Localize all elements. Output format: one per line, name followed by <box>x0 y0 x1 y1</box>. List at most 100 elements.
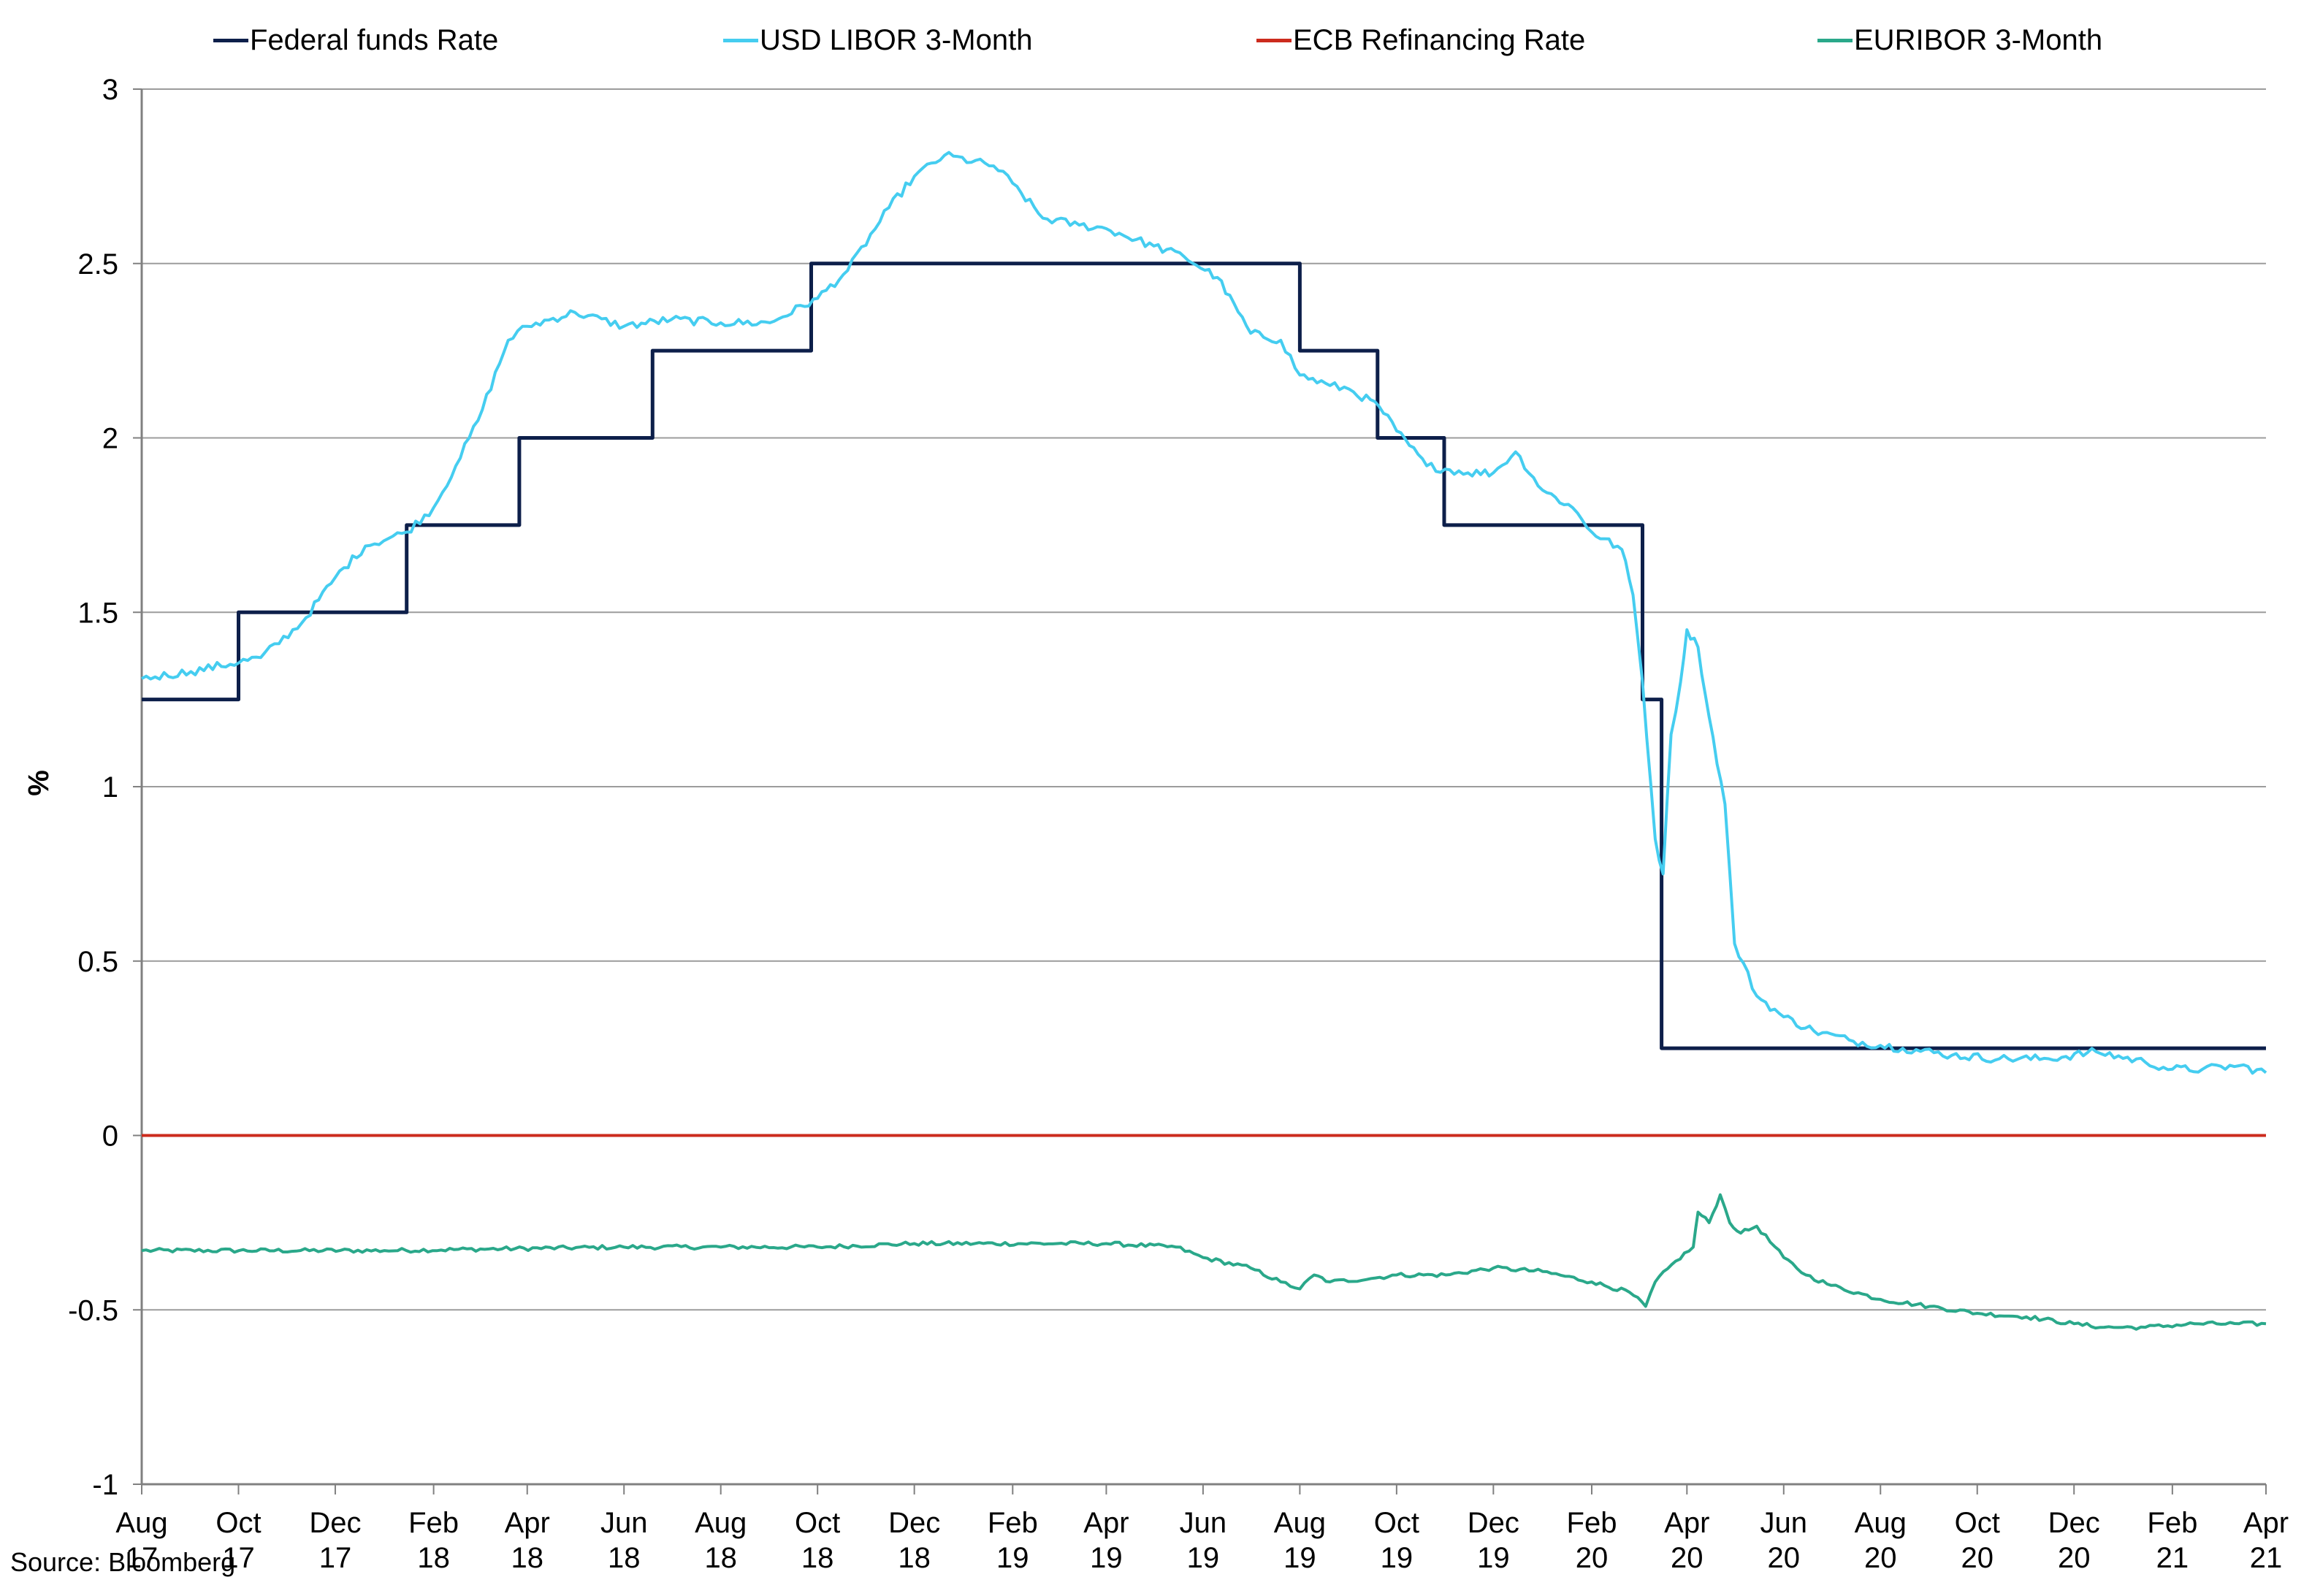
y-tick-label: 0 <box>102 1120 118 1153</box>
x-tick-year: 20 <box>1864 1542 1897 1574</box>
x-tick-year: 19 <box>1090 1542 1123 1574</box>
x-tick-year: 19 <box>1381 1542 1413 1574</box>
x-tick-label: Feb 19 <box>988 1507 1038 1574</box>
y-tick-label: 3 <box>102 74 118 106</box>
x-tick-label: Oct 18 <box>795 1507 840 1574</box>
x-tick-label: Feb 21 <box>2147 1507 2197 1574</box>
legend-swatch-usd-libor <box>723 38 758 42</box>
gridlines <box>142 88 2266 1485</box>
x-tick-year: 19 <box>996 1542 1029 1574</box>
x-tick-month: Oct <box>215 1507 261 1539</box>
x-tick-month: Oct <box>795 1507 840 1539</box>
x-tick-month: Oct <box>1955 1507 2000 1539</box>
x-tick-month: Aug <box>1855 1507 1907 1539</box>
x-tick-year: 21 <box>2156 1542 2189 1574</box>
x-tick-year: 17 <box>222 1542 255 1574</box>
y-tick-label: 0.5 <box>77 946 118 978</box>
x-tick-year: 20 <box>1671 1542 1704 1574</box>
x-tick-year: 18 <box>417 1542 450 1574</box>
x-tick-month: Jun <box>1180 1507 1227 1539</box>
x-tick-label: Aug 18 <box>695 1507 747 1574</box>
legend-item-usd-libor: USD LIBOR 3-Month <box>723 22 1032 58</box>
series-lines <box>141 150 2267 1331</box>
chart-legend: Federal funds Rate USD LIBOR 3-Month ECB… <box>0 22 2312 58</box>
y-tick-label: 1 <box>102 771 118 803</box>
x-tick-year: 17 <box>319 1542 352 1574</box>
x-tick-year: 19 <box>1283 1542 1316 1574</box>
legend-swatch-fed-funds <box>213 38 248 42</box>
x-tick-label: Apr 18 <box>505 1507 550 1574</box>
y-tick-label: -0.5 <box>68 1294 118 1326</box>
x-tick-month: Feb <box>988 1507 1038 1539</box>
x-tick-month: Apr <box>1664 1507 1709 1539</box>
x-tick-month: Dec <box>1468 1507 1519 1539</box>
x-tick-label: Jun 19 <box>1180 1507 1227 1574</box>
y-tick-label: 2.5 <box>77 248 118 280</box>
y-tick-label: 1.5 <box>77 597 118 629</box>
series-line-euribor <box>141 1193 2267 1331</box>
x-tick-month: Apr <box>1083 1507 1129 1539</box>
x-tick-month: Aug <box>115 1507 167 1539</box>
x-tick-label: Feb 18 <box>408 1507 459 1574</box>
x-tick-month: Oct <box>1374 1507 1419 1539</box>
x-tick-year: 19 <box>1477 1542 1510 1574</box>
y-tick-label: -1 <box>92 1469 118 1501</box>
legend-swatch-euribor <box>1817 38 1853 42</box>
x-tick-month: Feb <box>1567 1507 1617 1539</box>
x-tick-label: Oct 19 <box>1374 1507 1419 1574</box>
x-tick-month: Apr <box>505 1507 550 1539</box>
legend-swatch-ecb-refi <box>1256 38 1292 42</box>
x-tick-label: Aug 20 <box>1855 1507 1907 1574</box>
x-tick-month: Jun <box>1760 1507 1808 1539</box>
x-tick-month: Feb <box>408 1507 459 1539</box>
x-tick-label: Dec 17 <box>309 1507 361 1574</box>
x-tick-year: 19 <box>1187 1542 1220 1574</box>
x-tick-month: Dec <box>2048 1507 2100 1539</box>
x-tick-year: 18 <box>898 1542 931 1574</box>
legend-label-fed-funds: Federal funds Rate <box>250 23 499 56</box>
x-tick-year: 20 <box>1576 1542 1609 1574</box>
x-tick-label: Oct 17 <box>215 1507 261 1574</box>
axes <box>133 88 2267 1494</box>
source-note: Source: Bloomberg <box>10 1547 236 1577</box>
x-tick-year: 20 <box>1961 1542 1994 1574</box>
legend-item-euribor: EURIBOR 3-Month <box>1817 22 2102 58</box>
series-line-usd-libor <box>141 150 2267 1075</box>
series-line-fed-funds <box>142 261 2266 1050</box>
x-tick-month: Aug <box>695 1507 747 1539</box>
x-tick-month: Apr <box>2243 1507 2289 1539</box>
x-tick-year: 21 <box>2250 1542 2283 1574</box>
x-tick-month: Dec <box>309 1507 361 1539</box>
legend-label-ecb-refi: ECB Refinancing Rate <box>1293 23 1586 56</box>
x-tick-label: Apr 20 <box>1664 1507 1709 1574</box>
legend-item-fed-funds: Federal funds Rate <box>213 22 498 58</box>
x-tick-label: Dec 18 <box>888 1507 940 1574</box>
y-tick-labels: 3 2.5 2 1.5 1 0.5 0 -0.5 -1 <box>68 74 118 1501</box>
y-tick-label: 2 <box>102 423 118 455</box>
legend-label-usd-libor: USD LIBOR 3-Month <box>760 23 1033 56</box>
x-tick-year: 18 <box>801 1542 834 1574</box>
x-tick-year: 17 <box>126 1542 159 1574</box>
x-tick-label: Dec 19 <box>1468 1507 1519 1574</box>
x-tick-label: Apr 19 <box>1083 1507 1129 1574</box>
x-tick-year: 18 <box>704 1542 737 1574</box>
x-tick-year: 18 <box>511 1542 543 1574</box>
x-tick-month: Aug <box>1274 1507 1326 1539</box>
x-tick-label: Oct 20 <box>1955 1507 2000 1574</box>
x-tick-label: Dec 20 <box>2048 1507 2100 1574</box>
x-tick-year: 18 <box>608 1542 641 1574</box>
x-tick-year: 20 <box>1768 1542 1801 1574</box>
y-axis-title: % <box>23 770 55 796</box>
x-tick-month: Feb <box>2147 1507 2197 1539</box>
x-tick-label: Aug 19 <box>1274 1507 1326 1574</box>
x-tick-label: Jun 20 <box>1760 1507 1808 1574</box>
legend-label-euribor: EURIBOR 3-Month <box>1854 23 2103 56</box>
x-tick-year: 20 <box>2058 1542 2091 1574</box>
x-tick-label: Feb 20 <box>1567 1507 1617 1574</box>
x-tick-month: Jun <box>600 1507 648 1539</box>
x-tick-label: Jun 18 <box>600 1507 648 1574</box>
x-tick-label: Aug 17 <box>115 1507 167 1574</box>
legend-item-ecb-refi: ECB Refinancing Rate <box>1256 22 1585 58</box>
